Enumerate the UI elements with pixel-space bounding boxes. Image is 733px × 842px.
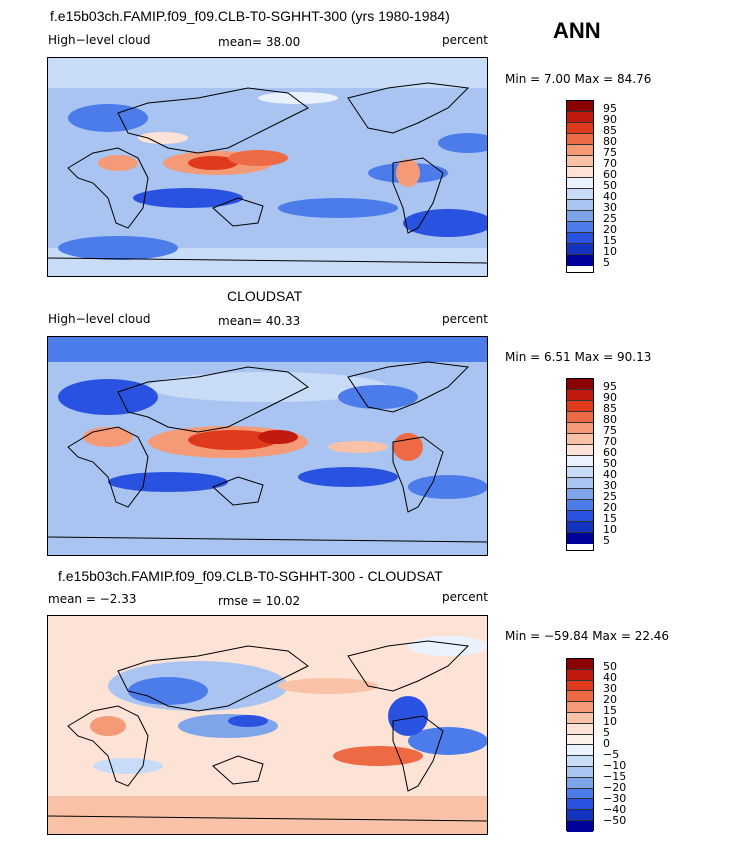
panel2-tick: 20 [603, 501, 617, 514]
panel1-mean-label: mean= 38.00 [218, 35, 301, 49]
panel3-units-label: percent [442, 590, 488, 604]
panel1-map [47, 57, 488, 277]
panel2-map [47, 336, 488, 556]
panel3-minmax: Min = −59.84 Max = 22.46 [505, 629, 670, 643]
panel2-title: CLOUDSAT [227, 288, 303, 304]
panel1-colorbar [566, 100, 594, 273]
panel3-tick: −15 [603, 770, 627, 783]
panel2-mean-label: mean= 40.33 [218, 314, 301, 328]
panel1-title: f.e15b03ch.FAMIP.f09_f09.CLB-T0-SGHHT-30… [50, 8, 450, 24]
panel2-tick: 25 [603, 490, 617, 503]
panel2-tick: 40 [603, 468, 617, 481]
panel3-colorbar [566, 658, 594, 832]
panel2-tick: 85 [603, 402, 617, 415]
panel1-tick: 60 [603, 168, 617, 181]
panel1-tick: 15 [603, 234, 617, 247]
panel3-tick: 0 [603, 737, 610, 750]
panel1-tick: 10 [603, 245, 617, 258]
panel2-minmax: Min = 6.51 Max = 90.13 [505, 350, 652, 364]
panel3-map [47, 615, 488, 835]
panel1-left-label: High−level cloud [48, 33, 151, 47]
panel2-tick: 75 [603, 424, 617, 437]
panel3-tick: −20 [603, 781, 627, 794]
panel3-tick: 15 [603, 704, 617, 717]
panel1-tick: 80 [603, 135, 617, 148]
season-label: ANN [553, 18, 601, 43]
panel2-tick: 5 [603, 534, 610, 547]
panel3-tick: −50 [603, 814, 627, 827]
panel2-left-label: High−level cloud [48, 312, 151, 326]
panel2-tick: 90 [603, 391, 617, 404]
panel1-tick: 90 [603, 113, 617, 126]
panel3-tick: 40 [603, 671, 617, 684]
panel3-tick: −30 [603, 792, 627, 805]
panel1-minmax: Min = 7.00 Max = 84.76 [505, 72, 652, 86]
panel2-map-field [48, 337, 487, 555]
panel1-tick: 50 [603, 179, 617, 192]
panel2-tick: 10 [603, 523, 617, 536]
panel1-tick: 85 [603, 124, 617, 137]
panel2-tick: 15 [603, 512, 617, 525]
panel3-tick: 50 [603, 660, 617, 673]
panel2-tick: 30 [603, 479, 617, 492]
panel1-units-label: percent [442, 33, 488, 47]
panel3-tick: 5 [603, 726, 610, 739]
panel3-title: f.e15b03ch.FAMIP.f09_f09.CLB-T0-SGHHT-30… [58, 568, 443, 584]
panel3-map-field [48, 616, 487, 834]
panel3-tick: −40 [603, 803, 627, 816]
panel1-tick: 95 [603, 102, 617, 115]
panel2-tick: 80 [603, 413, 617, 426]
panel1-tick: 20 [603, 223, 617, 236]
panel2-tick: 60 [603, 446, 617, 459]
panel3-tick: −5 [603, 748, 620, 761]
panel2-tick: 70 [603, 435, 617, 448]
panel3-rmse-label: rmse = 10.02 [218, 594, 301, 608]
panel3-tick: 20 [603, 693, 617, 706]
panel2-units-label: percent [442, 312, 488, 326]
panel1-tick: 75 [603, 146, 617, 159]
panel1-tick: 40 [603, 190, 617, 203]
panel3-tick: 30 [603, 682, 617, 695]
panel1-tick: 25 [603, 212, 617, 225]
panel3-mean-label: mean = −2.33 [48, 592, 137, 606]
panel2-tick: 50 [603, 457, 617, 470]
panel3-tick: 10 [603, 715, 617, 728]
panel1-map-field [48, 58, 487, 276]
panel3-tick: −10 [603, 759, 627, 772]
panel2-tick: 95 [603, 380, 617, 393]
panel1-tick: 5 [603, 256, 610, 269]
panel2-colorbar [566, 378, 594, 551]
panel1-tick: 30 [603, 201, 617, 214]
panel1-tick: 70 [603, 157, 617, 170]
